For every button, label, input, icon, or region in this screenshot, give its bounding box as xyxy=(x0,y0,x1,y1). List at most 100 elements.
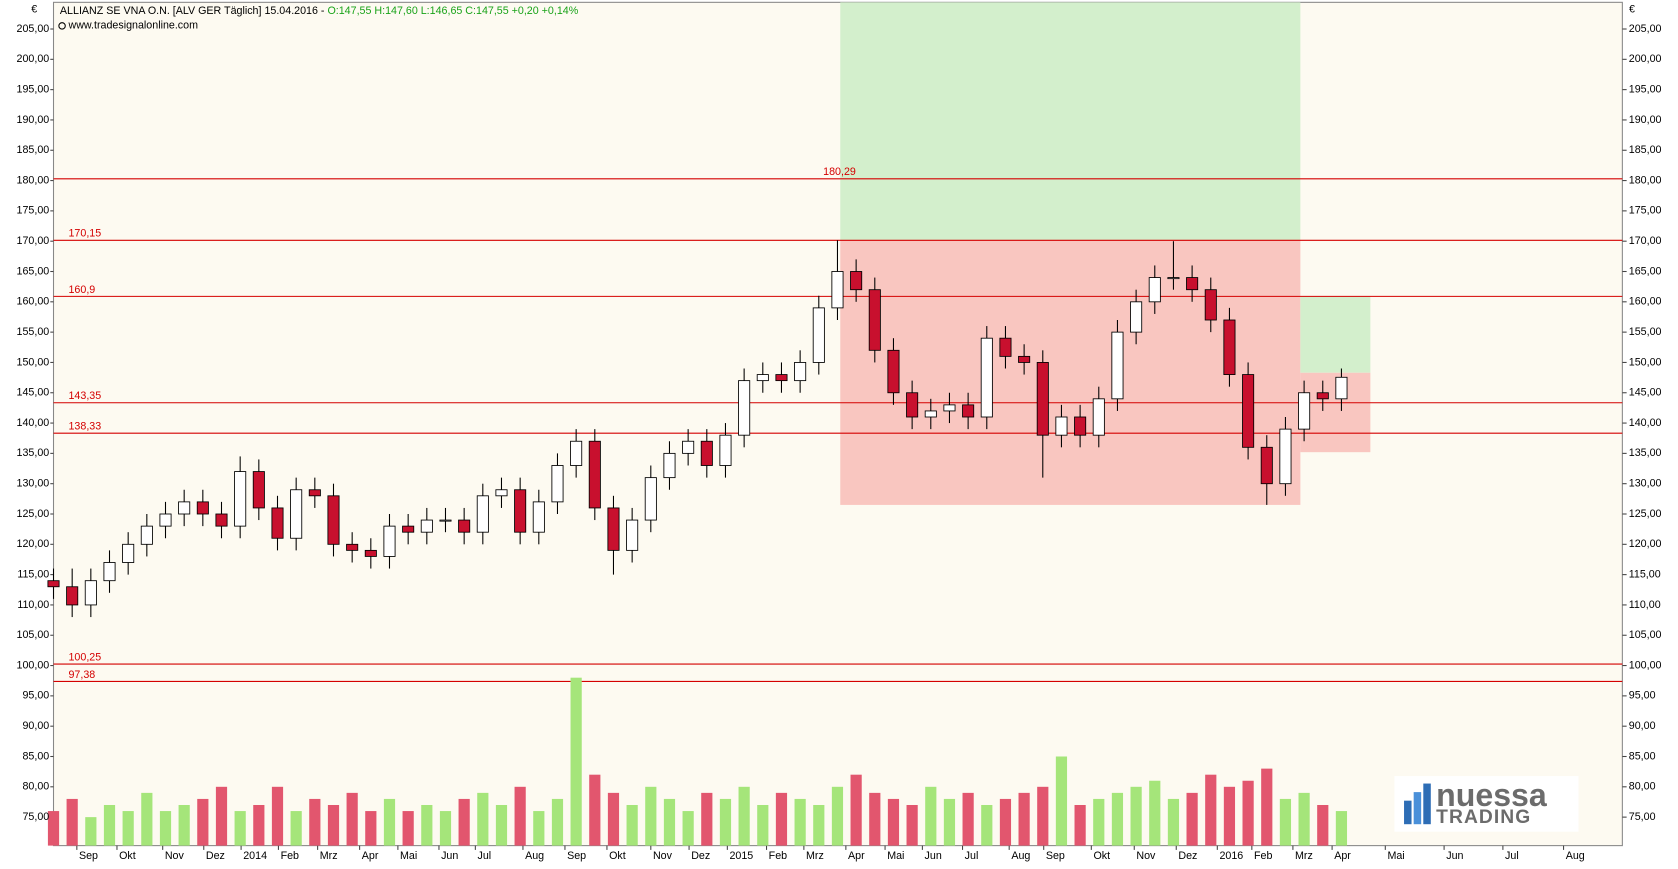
y-tick-label: 90,00 xyxy=(22,720,49,732)
candle-body xyxy=(346,543,359,551)
volume-bar xyxy=(402,811,414,846)
plot-area xyxy=(52,1,1623,847)
x-tick-label: Mrz xyxy=(1295,850,1313,862)
x-tick-label: Aug xyxy=(1011,850,1030,862)
volume-bar xyxy=(850,774,862,846)
candle-body xyxy=(1316,392,1329,400)
candle-body xyxy=(514,489,527,533)
volume-bar xyxy=(1186,792,1198,846)
volume-bar xyxy=(925,786,937,846)
y-tick-label: 155,00 xyxy=(17,326,50,338)
candle-body xyxy=(1260,446,1273,485)
volume-bar xyxy=(141,792,153,846)
y-tick-label-right: 115,00 xyxy=(1629,568,1661,580)
candle-body xyxy=(159,513,172,527)
y-tick-label: 100,00 xyxy=(17,659,50,671)
volume-bar xyxy=(1205,774,1217,846)
candle-body xyxy=(1148,277,1161,303)
y-tick-label-right: 75,00 xyxy=(1629,811,1656,823)
candle-body xyxy=(1242,374,1255,448)
y-tick-label: 80,00 xyxy=(22,781,49,793)
candle-body xyxy=(252,471,265,509)
y-tick-label: 85,00 xyxy=(22,750,49,762)
y-tick-label-right: 170,00 xyxy=(1629,235,1662,247)
candle-body xyxy=(1092,398,1105,436)
volume-bar xyxy=(458,798,470,846)
candle-body xyxy=(122,543,135,563)
volume-bar xyxy=(290,811,302,846)
x-tick-label: Aug xyxy=(525,850,544,862)
title: ALLIANZ SE VNA O.N. [ALV GER Täglich] 15… xyxy=(60,5,325,17)
y-tick-label-right: 185,00 xyxy=(1629,144,1662,156)
volume-bar xyxy=(682,811,694,846)
volume-bar xyxy=(794,798,806,846)
volume-bar xyxy=(309,798,321,846)
volume-bar xyxy=(122,811,134,846)
level-label: 100,25 xyxy=(68,651,101,663)
level-label: 138,33 xyxy=(68,421,101,433)
candle-body xyxy=(196,501,209,515)
candle-body xyxy=(1298,392,1311,430)
x-tick-label: Apr xyxy=(848,850,865,862)
x-tick-label: Apr xyxy=(362,850,379,862)
x-tick-label: Sep xyxy=(567,850,586,862)
x-tick-label: Dez xyxy=(1178,850,1197,862)
volume-bar xyxy=(271,786,284,846)
volume-bar xyxy=(719,798,732,846)
candle-body xyxy=(943,404,956,412)
x-tick-label: Okt xyxy=(1093,850,1110,862)
volume-bar xyxy=(215,786,228,846)
volume-bar xyxy=(738,786,750,846)
volume-bar xyxy=(159,811,172,846)
quote: O:147,55 H:147,60 L:146,65 C:147,55 +0,2… xyxy=(327,5,578,17)
candle-body xyxy=(999,337,1012,357)
x-tick-label: Jul xyxy=(1505,850,1519,862)
volume-bar xyxy=(1167,798,1180,846)
candle-body xyxy=(308,489,321,497)
candle-body xyxy=(103,562,116,582)
volume-bar xyxy=(477,792,489,846)
candle-body xyxy=(47,580,60,588)
candle-body xyxy=(1074,416,1087,436)
x-tick-label: Jun xyxy=(925,850,942,862)
x-tick-label: Nov xyxy=(653,850,673,862)
x-tick-label: Mrz xyxy=(806,850,824,862)
volume-bar xyxy=(197,798,209,846)
level-label: 180,29 xyxy=(823,166,856,178)
volume-bar xyxy=(383,798,396,846)
y-tick-label-right: 100,00 xyxy=(1629,659,1662,671)
volume-bar xyxy=(645,786,657,846)
candle-body xyxy=(850,271,863,291)
candle-body xyxy=(1111,331,1124,400)
y-tick-label-right: 190,00 xyxy=(1629,114,1662,126)
volume-bar xyxy=(999,798,1012,846)
candle-body xyxy=(756,374,769,382)
y-tick-label-right: 140,00 xyxy=(1629,417,1662,429)
x-tick-label: 2016 xyxy=(1219,850,1243,862)
volume-bar xyxy=(869,792,881,846)
y-tick-label-right: 120,00 xyxy=(1629,538,1662,550)
candle-body xyxy=(420,519,433,533)
chart-title: ALLIANZ SE VNA O.N. [ALV GER Täglich] 15… xyxy=(60,5,579,17)
x-tick-label: Jun xyxy=(1446,850,1463,862)
y-tick-label-right: 135,00 xyxy=(1629,447,1662,459)
y-tick-label-right: 165,00 xyxy=(1629,265,1662,277)
x-tick-label: Sep xyxy=(79,850,98,862)
y-tick-label: 130,00 xyxy=(17,478,50,490)
candle-body xyxy=(495,489,508,497)
icon xyxy=(58,22,66,30)
volume-bar xyxy=(1111,792,1124,846)
level-label: 97,38 xyxy=(68,669,95,681)
volume-bar xyxy=(962,792,974,846)
x-tick-label: Jun xyxy=(441,850,458,862)
volume-bar xyxy=(1130,786,1142,846)
volume-bar xyxy=(701,792,713,846)
candle-body xyxy=(1186,277,1199,291)
y-tick-label: 145,00 xyxy=(17,387,50,399)
volume-bar xyxy=(103,804,116,846)
y-tick-label: 190,00 xyxy=(17,114,50,126)
volume-bar xyxy=(831,786,844,846)
x-tick-label: Dez xyxy=(691,850,710,862)
candle-body xyxy=(1055,416,1068,436)
volume-bar xyxy=(943,798,956,846)
